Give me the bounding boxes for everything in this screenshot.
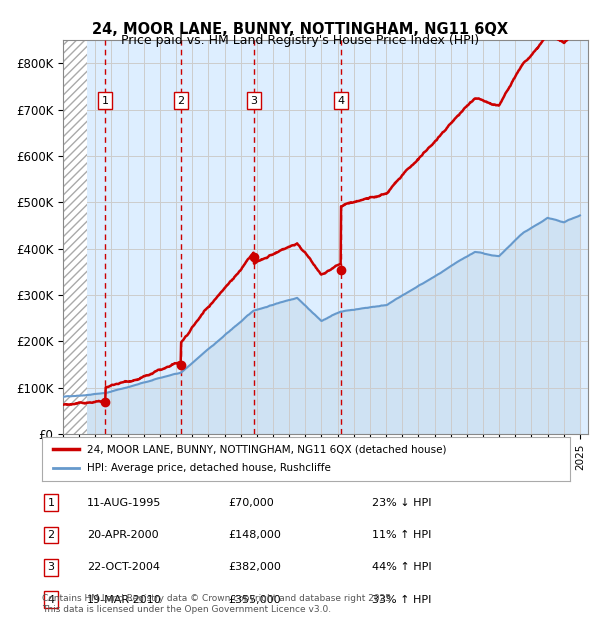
Text: 2: 2 bbox=[47, 530, 55, 540]
Text: 24, MOOR LANE, BUNNY, NOTTINGHAM, NG11 6QX: 24, MOOR LANE, BUNNY, NOTTINGHAM, NG11 6… bbox=[92, 22, 508, 37]
Text: Contains HM Land Registry data © Crown copyright and database right 2025.
This d: Contains HM Land Registry data © Crown c… bbox=[42, 595, 394, 614]
Text: 1: 1 bbox=[47, 498, 55, 508]
Text: 22-OCT-2004: 22-OCT-2004 bbox=[87, 562, 160, 572]
Text: 3: 3 bbox=[47, 562, 55, 572]
Text: HPI: Average price, detached house, Rushcliffe: HPI: Average price, detached house, Rush… bbox=[87, 463, 331, 473]
Text: 11-AUG-1995: 11-AUG-1995 bbox=[87, 498, 161, 508]
Text: Price paid vs. HM Land Registry's House Price Index (HPI): Price paid vs. HM Land Registry's House … bbox=[121, 34, 479, 47]
Text: £355,000: £355,000 bbox=[228, 595, 281, 604]
Text: £382,000: £382,000 bbox=[228, 562, 281, 572]
Text: 3: 3 bbox=[250, 95, 257, 105]
Text: 24, MOOR LANE, BUNNY, NOTTINGHAM, NG11 6QX (detached house): 24, MOOR LANE, BUNNY, NOTTINGHAM, NG11 6… bbox=[87, 445, 446, 454]
Text: 19-MAR-2010: 19-MAR-2010 bbox=[87, 595, 162, 604]
Text: 11% ↑ HPI: 11% ↑ HPI bbox=[372, 530, 431, 540]
Text: 4: 4 bbox=[47, 595, 55, 604]
Text: 44% ↑ HPI: 44% ↑ HPI bbox=[372, 562, 431, 572]
Text: 1: 1 bbox=[102, 95, 109, 105]
Text: 4: 4 bbox=[337, 95, 344, 105]
Text: 2: 2 bbox=[178, 95, 184, 105]
Text: 20-APR-2000: 20-APR-2000 bbox=[87, 530, 158, 540]
Text: £70,000: £70,000 bbox=[228, 498, 274, 508]
Text: £148,000: £148,000 bbox=[228, 530, 281, 540]
Text: 23% ↓ HPI: 23% ↓ HPI bbox=[372, 498, 431, 508]
Text: 33% ↑ HPI: 33% ↑ HPI bbox=[372, 595, 431, 604]
Polygon shape bbox=[63, 40, 87, 434]
